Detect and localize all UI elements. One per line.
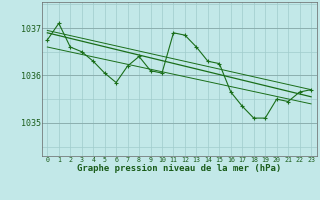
X-axis label: Graphe pression niveau de la mer (hPa): Graphe pression niveau de la mer (hPa) bbox=[77, 164, 281, 173]
